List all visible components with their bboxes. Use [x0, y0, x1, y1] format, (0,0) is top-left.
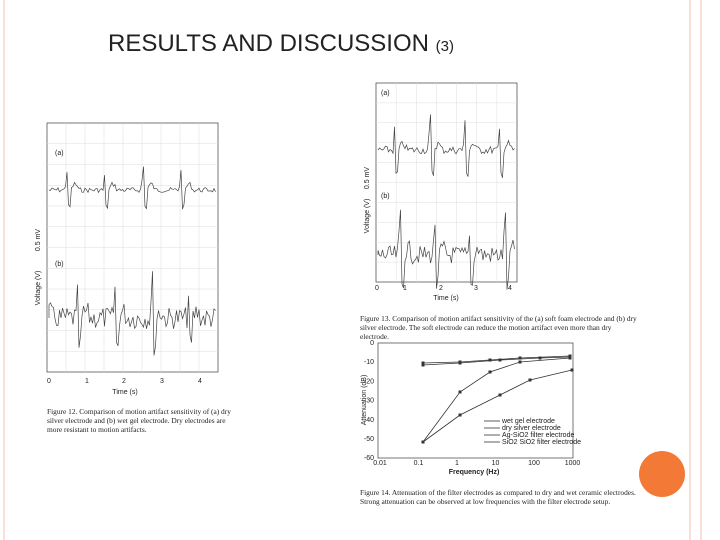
- marker: [568, 354, 572, 358]
- title-text: RESULTS AND DISCUSSION: [108, 30, 429, 57]
- x-tick-label: 10: [492, 460, 500, 467]
- x-tick-label: 0.1: [414, 460, 424, 467]
- y-tick-label: 0: [370, 340, 374, 347]
- slide-title: RESULTS AND DISCUSSION (3): [108, 30, 454, 58]
- marker: [488, 370, 492, 374]
- panel-label: (a): [55, 150, 64, 157]
- marker: [458, 360, 462, 364]
- marker: [528, 378, 532, 382]
- x-tick-label: 0.01: [373, 460, 387, 467]
- panel-label: (b): [55, 261, 64, 268]
- panel-label: (a): [381, 90, 390, 97]
- x-axis-label: Frequency (Hz): [449, 469, 500, 476]
- legend-label: Ag-SiO2 filter electrode: [502, 432, 574, 439]
- panel-label: (b): [381, 193, 390, 200]
- scale-label: 0.5 mV: [364, 167, 371, 190]
- y-tick-label: -10: [364, 359, 374, 366]
- x-tick-label: 0: [375, 285, 379, 292]
- trace: [48, 271, 216, 356]
- marker: [568, 356, 572, 360]
- x-tick-label: 4: [508, 285, 512, 292]
- y-axis-label: Voltage (V): [364, 199, 371, 234]
- x-axis-label: Time (s): [112, 389, 137, 396]
- marker: [498, 393, 502, 397]
- marker: [498, 358, 502, 362]
- trace: [377, 209, 515, 290]
- legend-label: SiO2 SiO2 filter electrode: [502, 439, 581, 446]
- caption: Figure 14. Attenuation of the filter ele…: [360, 488, 636, 506]
- marker: [570, 368, 574, 372]
- marker: [421, 361, 425, 365]
- scale-label: 0.5 mV: [35, 229, 42, 252]
- x-tick-label: 1000: [565, 460, 581, 467]
- marker: [421, 440, 425, 444]
- legend-label: wet gel electrode: [501, 418, 555, 425]
- legend-label: dry silver electrode: [502, 425, 561, 432]
- x-tick-label: 100: [528, 460, 540, 467]
- trace: [377, 114, 515, 178]
- marker: [421, 363, 425, 367]
- title-suffix: (3): [435, 38, 454, 55]
- y-tick-label: -20: [364, 378, 374, 385]
- marker: [538, 356, 542, 360]
- x-axis-label: Time (s): [433, 295, 458, 302]
- y-axis-label: Voltage (V): [35, 271, 42, 306]
- trace: [48, 166, 216, 210]
- y-tick-label: -60: [364, 455, 374, 462]
- marker: [458, 413, 462, 417]
- x-tick-label: 2: [122, 378, 126, 385]
- x-tick-label: 4: [198, 378, 202, 385]
- caption: Figure 13. Comparison of motion artifact…: [360, 314, 637, 341]
- y-tick-label: -30: [364, 398, 374, 405]
- caption: Figure 12. Comparison of motion artifact…: [47, 407, 231, 434]
- x-tick-label: 1: [403, 285, 407, 292]
- y-axis-label: Attenuation (dB): [361, 375, 368, 426]
- decor-circle: [639, 451, 685, 497]
- x-tick-label: 3: [474, 285, 478, 292]
- x-tick-label: 3: [160, 378, 164, 385]
- marker: [458, 390, 462, 394]
- marker: [518, 360, 522, 364]
- marker: [518, 356, 522, 360]
- x-tick-label: 1: [85, 378, 89, 385]
- marker: [488, 358, 492, 362]
- x-tick-label: 1: [455, 460, 459, 467]
- x-tick-label: 2: [439, 285, 443, 292]
- x-tick-label: 0: [47, 378, 51, 385]
- y-tick-label: -40: [364, 417, 374, 424]
- y-tick-label: -50: [364, 436, 374, 443]
